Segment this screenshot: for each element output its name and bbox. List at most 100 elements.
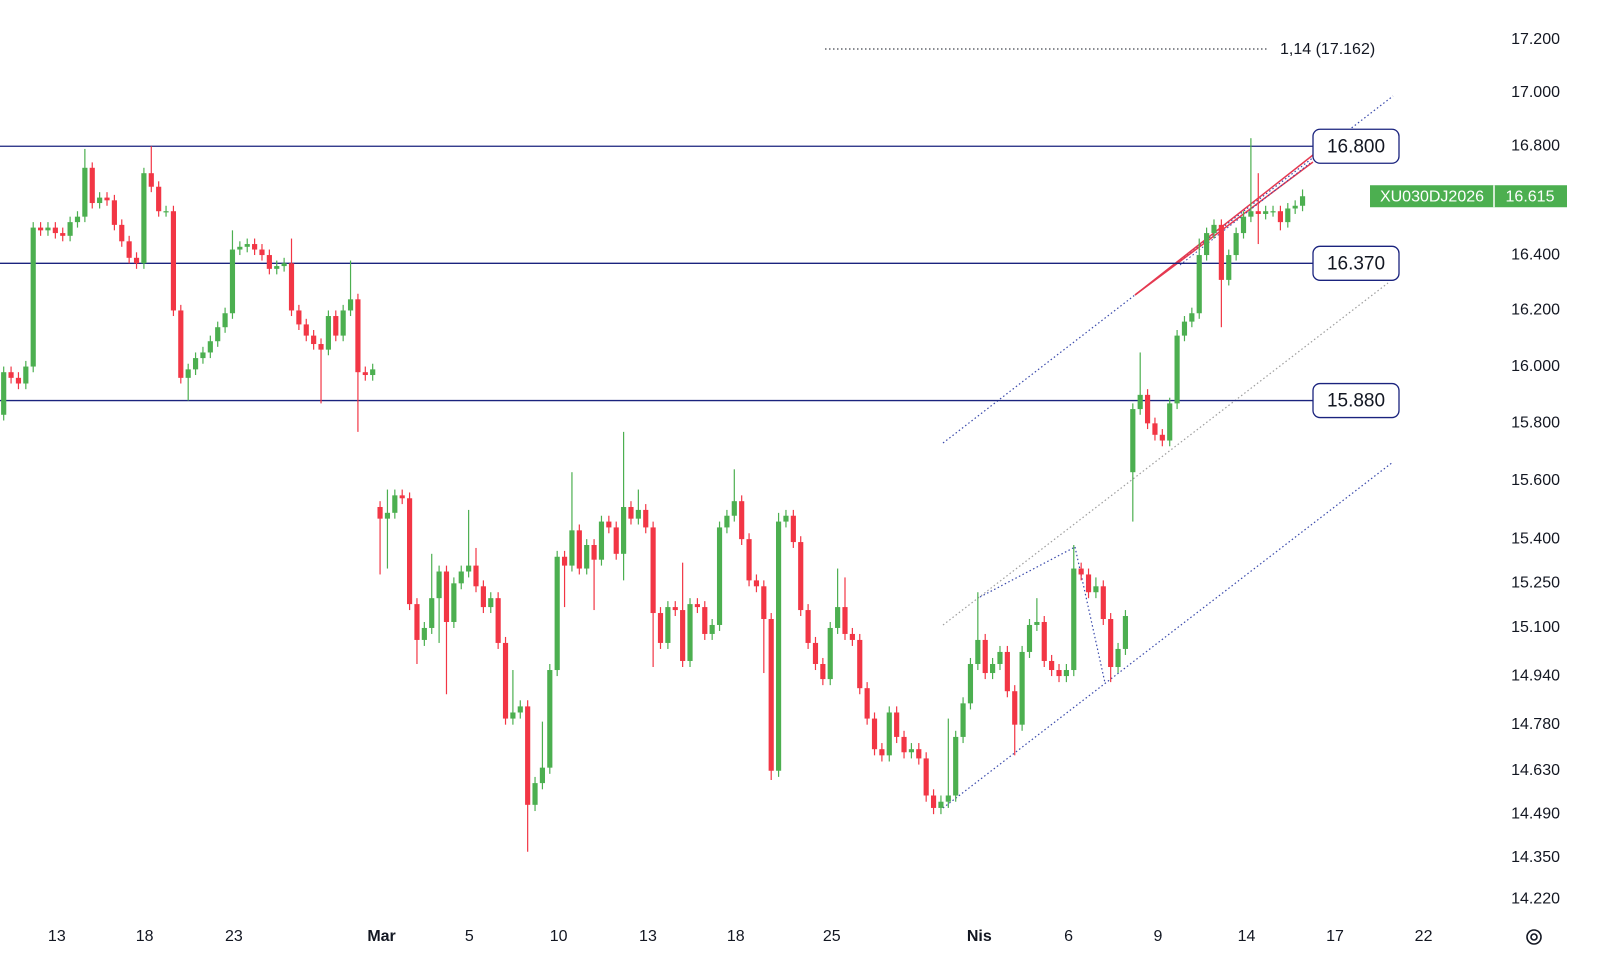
candle-body: [370, 369, 376, 376]
wedge-upper: [979, 546, 1076, 598]
x-tick-label: 17: [1326, 928, 1344, 945]
candle-body: [1204, 233, 1210, 256]
candle-body: [539, 767, 546, 784]
candle-body: [916, 749, 922, 759]
gear-outer[interactable]: [1526, 929, 1542, 945]
y-tick-label: 15.800: [1511, 415, 1560, 432]
y-tick-label: 14.350: [1511, 849, 1560, 866]
candle-body: [1196, 255, 1202, 314]
candle-body: [1063, 670, 1069, 677]
candle-body: [1004, 651, 1010, 692]
candle-body: [635, 509, 641, 519]
candle-body: [266, 255, 272, 269]
y-tick-label: 16.800: [1511, 137, 1560, 154]
red-band-lower: [1134, 161, 1314, 296]
level-label: 15.880: [1327, 391, 1385, 412]
level-label-box: [1312, 128, 1400, 164]
candle-body: [1026, 624, 1033, 652]
candle-body: [303, 324, 309, 336]
candle-body: [665, 607, 671, 643]
candle-body: [38, 227, 44, 231]
candle-body: [643, 509, 649, 528]
candle-body: [672, 607, 678, 611]
candle-body: [783, 515, 789, 522]
candle-body: [857, 639, 863, 689]
candle-body: [443, 571, 450, 622]
candle-body: [8, 372, 14, 378]
candle-body: [982, 639, 988, 674]
channel-middle: [942, 282, 1389, 626]
candle-body: [340, 310, 346, 336]
candle-body: [694, 604, 700, 608]
candle-body: [163, 211, 169, 213]
candle-body: [864, 688, 870, 719]
candle-body: [1100, 586, 1106, 620]
candle-body: [274, 266, 280, 269]
candle-body: [1211, 224, 1217, 234]
y-tick-label: 14.220: [1511, 890, 1560, 907]
y-tick-label: 17.200: [1511, 31, 1560, 48]
candle-body: [1152, 423, 1158, 435]
candle-body: [908, 749, 914, 753]
y-tick-label: 15.250: [1511, 575, 1560, 592]
candle-body: [1085, 574, 1092, 593]
candle-body: [1167, 403, 1173, 441]
candle-body: [650, 527, 656, 614]
candle-body: [480, 586, 486, 608]
candle-body: [1144, 394, 1151, 424]
candle-body: [1115, 648, 1121, 668]
candle-body: [222, 313, 228, 328]
candle-body: [724, 515, 730, 528]
candle-body: [930, 795, 937, 808]
candle-body: [967, 663, 974, 704]
candle-body: [510, 712, 516, 719]
candle-body: [569, 530, 575, 566]
candle-body: [1270, 211, 1276, 213]
candle-body: [680, 610, 686, 661]
candle-body: [1093, 586, 1099, 593]
candle-body: [879, 749, 885, 756]
candle-body: [414, 604, 420, 640]
candle-body: [761, 586, 767, 620]
candle-body: [296, 310, 302, 325]
candle-body: [561, 556, 568, 566]
candle-body: [532, 783, 538, 805]
candle-body: [1012, 691, 1018, 725]
candle-body: [1174, 335, 1180, 404]
y-tick-label: 15.600: [1511, 472, 1560, 489]
drawings: [825, 48, 1394, 809]
candle-body: [812, 642, 819, 664]
candle-body: [547, 670, 553, 768]
candle-body: [259, 249, 265, 256]
candle-body: [148, 173, 154, 187]
candle-body: [23, 366, 29, 384]
candle-body: [333, 316, 339, 336]
candle-body: [1218, 224, 1224, 280]
candle-body: [111, 200, 117, 225]
x-tick-label: 18: [727, 928, 745, 945]
candle-body: [842, 607, 848, 634]
candle-body: [739, 501, 745, 540]
candle-body: [901, 736, 907, 753]
candle-body: [953, 736, 959, 796]
candle-body: [990, 663, 996, 674]
candle-body: [458, 571, 464, 584]
settings-icon[interactable]: [1526, 929, 1542, 945]
candle-body: [517, 706, 523, 713]
candle-body: [1255, 211, 1261, 214]
candle-body: [229, 249, 236, 314]
candle-body: [133, 257, 140, 264]
y-tick-label: 16.200: [1511, 302, 1560, 319]
candle-body: [606, 521, 612, 528]
candle-body: [436, 571, 442, 599]
gear-inner[interactable]: [1530, 933, 1538, 941]
candle-body: [768, 619, 774, 771]
candle-body: [1299, 196, 1306, 206]
candle-body: [716, 527, 723, 625]
candle-body: [975, 639, 981, 664]
candle-body: [1049, 660, 1055, 671]
candle-body: [178, 310, 184, 378]
y-tick-label: 14.490: [1511, 805, 1560, 822]
candle-body: [156, 186, 162, 212]
candle-body: [1041, 621, 1047, 661]
